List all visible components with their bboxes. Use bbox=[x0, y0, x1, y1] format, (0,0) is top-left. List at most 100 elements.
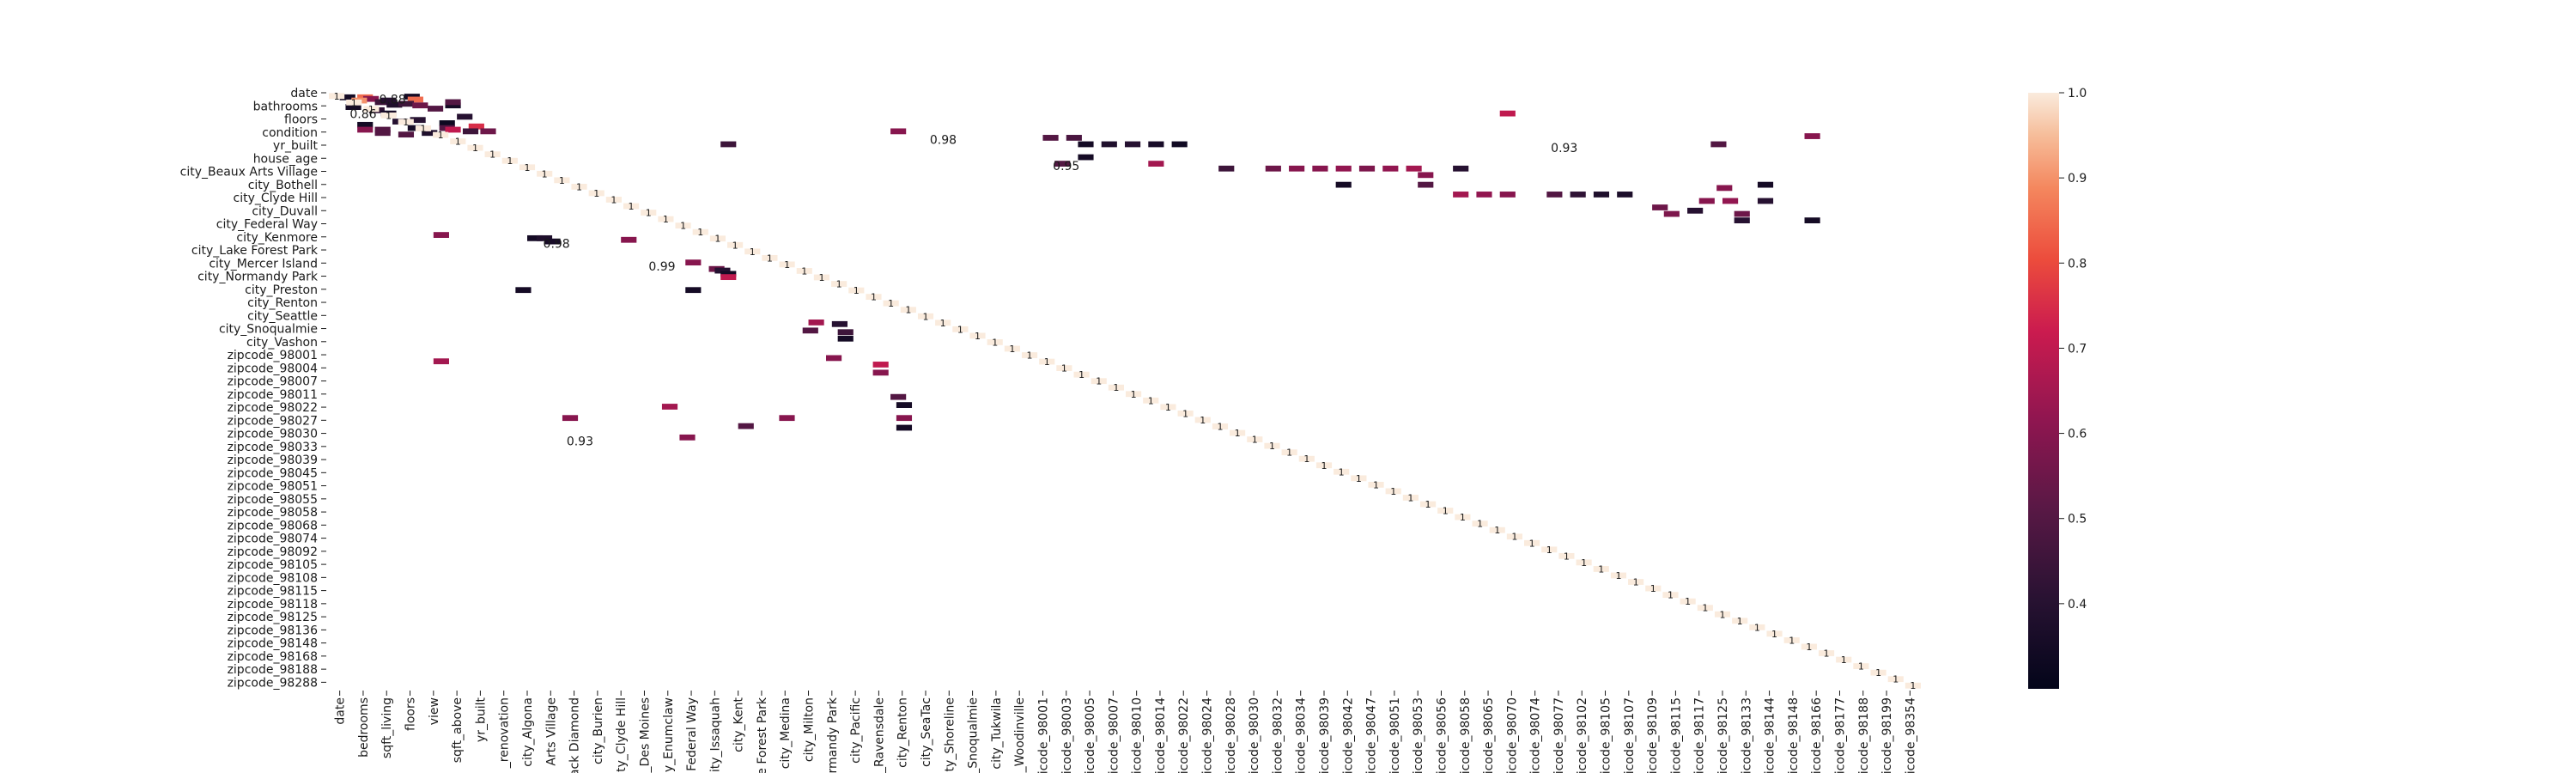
x-tick-label: city_Medina bbox=[779, 697, 793, 769]
diagonal-cell bbox=[571, 183, 587, 190]
x-tick-label: icode_98199 bbox=[1880, 697, 1894, 773]
x-tick-label: y_Enumclaw bbox=[662, 697, 676, 772]
cell-annotation: 0.98 bbox=[930, 134, 957, 148]
diagonal-cell bbox=[329, 93, 345, 100]
y-tick-label: zipcode_98004 bbox=[228, 362, 319, 375]
heatmap-cell bbox=[1335, 165, 1352, 172]
diagonal-cell bbox=[1419, 501, 1437, 508]
diagonal-annotation: 1 bbox=[854, 285, 860, 296]
x-tick-label: city_Milton bbox=[803, 697, 817, 762]
heatmap-cell bbox=[1734, 217, 1750, 223]
diagonal-annotation: 1 bbox=[334, 91, 340, 102]
diagonal-annotation: 1 bbox=[525, 162, 531, 173]
heatmap-cell bbox=[515, 287, 532, 294]
diagonal-annotation: 1 bbox=[489, 149, 495, 161]
heatmap-cell bbox=[1804, 133, 1820, 139]
diagonal-cell bbox=[1281, 449, 1297, 456]
heatmap-cell bbox=[1652, 204, 1668, 210]
heatmap-cell bbox=[422, 130, 438, 137]
heatmap-cell bbox=[457, 113, 473, 120]
diagonal-annotation: 1 bbox=[767, 253, 773, 264]
x-tick-label: sqft_above bbox=[451, 697, 465, 763]
diagonal-cell bbox=[1714, 611, 1731, 618]
diagonal-cell bbox=[1437, 508, 1454, 514]
heatmap-cell bbox=[1289, 165, 1305, 172]
cell-annotation: 0.98 bbox=[544, 237, 570, 251]
x-tick-label: icode_98014 bbox=[1154, 697, 1168, 773]
heatmap-cell bbox=[720, 141, 737, 148]
diagonal-annotation: 1 bbox=[1443, 506, 1449, 517]
diagonal-cell bbox=[1056, 365, 1072, 371]
diagonal-annotation: 1 bbox=[801, 265, 807, 277]
diagonal-cell bbox=[917, 313, 934, 320]
heatmap-cell bbox=[896, 415, 913, 422]
diagonal-annotation: 1 bbox=[1009, 344, 1015, 355]
diagonal-annotation: 1 bbox=[818, 272, 824, 283]
x-tick-label: icode_98005 bbox=[1084, 697, 1097, 773]
heatmap-cell bbox=[562, 415, 579, 422]
diagonal-annotation: 1 bbox=[1875, 667, 1881, 679]
diagonal-annotation: 1 bbox=[576, 181, 582, 192]
diagonal-cell bbox=[1801, 643, 1817, 650]
diagonal-cell bbox=[1558, 552, 1575, 559]
x-tick-label: icode_98105 bbox=[1600, 697, 1613, 773]
diagonal-annotation: 1 bbox=[1754, 622, 1760, 633]
y-tick-label: bathrooms bbox=[253, 100, 318, 113]
diagonal-cell bbox=[1315, 462, 1333, 469]
x-tick-label: icode_98053 bbox=[1412, 697, 1425, 773]
y-tick-label: city_Lake Forest Park bbox=[191, 244, 319, 258]
diagonal-cell bbox=[1749, 624, 1765, 630]
x-tick-label: icode_98144 bbox=[1764, 697, 1777, 773]
y-tick-label: condition bbox=[262, 126, 318, 140]
x-tick-label: icode_98117 bbox=[1693, 697, 1707, 773]
y-tick-label: zipcode_98033 bbox=[228, 441, 318, 454]
heatmap-cell bbox=[837, 335, 854, 342]
heatmap-cell bbox=[826, 355, 842, 362]
heatmap-cell bbox=[720, 271, 737, 277]
y-tick-label: zipcode_98125 bbox=[228, 611, 318, 624]
heatmap-cell bbox=[872, 369, 889, 376]
y-tick-label: city_Renton bbox=[247, 296, 318, 310]
diagonal-annotation: 1 bbox=[663, 214, 669, 225]
heatmap-cell bbox=[468, 123, 484, 130]
x-tick-label: city_Pacific bbox=[849, 697, 863, 764]
heatmap-cell bbox=[1358, 165, 1376, 172]
y-tick-label: zipcode_98136 bbox=[228, 624, 319, 637]
diagonal-annotation: 1 bbox=[1824, 648, 1830, 660]
diagonal-annotation: 1 bbox=[1598, 563, 1604, 575]
heatmap-cell bbox=[1335, 181, 1352, 188]
x-tick-label: icode_98003 bbox=[1060, 697, 1074, 773]
diagonal-annotation: 1 bbox=[1182, 408, 1188, 419]
x-tick-label: rmandy Park bbox=[826, 697, 840, 773]
diagonal-cell bbox=[537, 170, 553, 177]
x-tick-label: icode_98166 bbox=[1810, 697, 1824, 773]
diagonal-annotation: 1 bbox=[1460, 512, 1466, 523]
x-tick-label: view bbox=[428, 697, 441, 725]
diagonal-cell bbox=[900, 307, 916, 313]
diagonal-cell bbox=[1160, 404, 1176, 411]
heatmap-cell bbox=[802, 327, 818, 334]
y-tick-label: zipcode_98030 bbox=[228, 428, 318, 441]
diagonal-annotation: 1 bbox=[1061, 363, 1067, 374]
diagonal-cell bbox=[623, 203, 640, 210]
diagonal-cell bbox=[779, 261, 795, 268]
heatmap-cell bbox=[1453, 192, 1469, 198]
heatmap-cell bbox=[374, 130, 391, 137]
diagonal-annotation: 1 bbox=[1044, 356, 1050, 368]
x-tick-label: icode_98042 bbox=[1341, 697, 1355, 773]
diagonal-cell bbox=[1143, 397, 1159, 404]
diagonal-cell bbox=[987, 339, 1003, 345]
x-tick-label: sqft_living bbox=[380, 697, 394, 758]
diagonal-annotation: 1 bbox=[975, 331, 981, 342]
diagonal-cell bbox=[1039, 358, 1055, 365]
colorbar-tick-label: 0.4 bbox=[2068, 598, 2087, 612]
heatmap-cell bbox=[1101, 141, 1117, 148]
diagonal-cell bbox=[1212, 423, 1229, 429]
diagonal-annotation: 1 bbox=[1390, 486, 1396, 497]
diagonal-annotation: 1 bbox=[836, 279, 842, 290]
diagonal-cell bbox=[641, 210, 657, 216]
heatmap-cell bbox=[679, 434, 696, 441]
heatmap-cell bbox=[1722, 198, 1739, 204]
heatmap-cell bbox=[1042, 135, 1059, 141]
diagonal-cell bbox=[1506, 533, 1522, 540]
